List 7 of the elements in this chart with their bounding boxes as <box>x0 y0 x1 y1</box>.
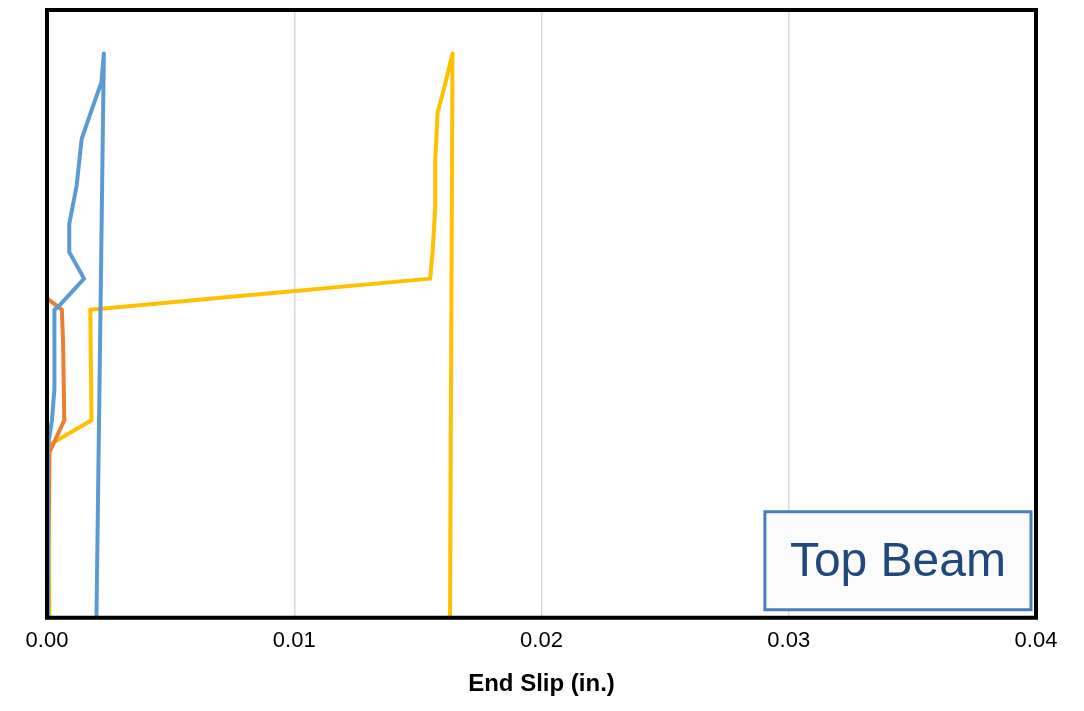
x-tick-label: 0.04 <box>1014 627 1058 653</box>
x-axis-title: End Slip (in.) <box>468 669 615 697</box>
x-tick-label: 0.00 <box>25 627 69 653</box>
x-tick-label: 0.03 <box>767 627 811 653</box>
x-tick-label: 0.01 <box>272 627 316 653</box>
annotation: Top Beam <box>789 533 1006 587</box>
x-tick-label: 0.02 <box>520 627 563 653</box>
